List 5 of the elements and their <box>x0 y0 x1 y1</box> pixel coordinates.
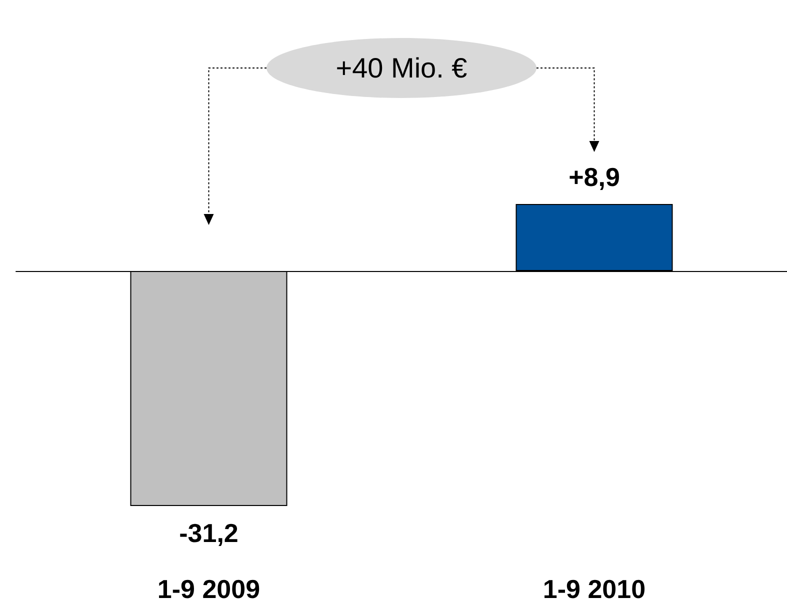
x-tick-label: 1-9 2009 <box>157 574 260 604</box>
x-tick-label: 1-9 2010 <box>542 574 646 604</box>
data-label: +8,9 <box>568 162 620 192</box>
text: +40 Mio. € <box>336 52 468 84</box>
data-label: -31,2 <box>179 518 238 548</box>
